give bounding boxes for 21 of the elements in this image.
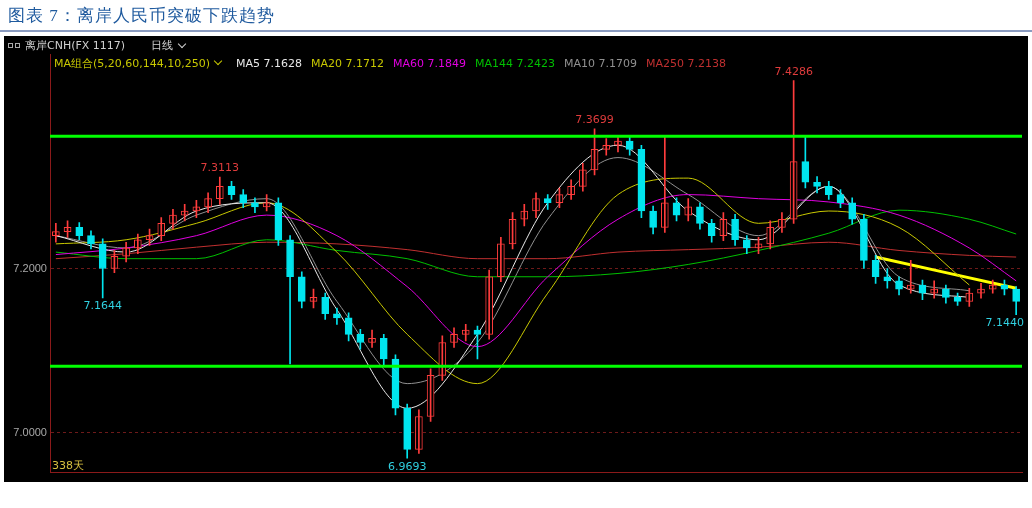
text: 日线 bbox=[151, 38, 174, 53]
annotation: MA组合(5,20,60,144,10,250) bbox=[54, 56, 222, 71]
annotation: 338天 bbox=[52, 458, 84, 472]
text: MA5 7.1628 bbox=[236, 57, 303, 70]
text: 7.1440 bbox=[985, 315, 1025, 329]
text: 7.3699 bbox=[575, 113, 614, 127]
text: 7.4286 bbox=[774, 64, 813, 78]
text: 7.1644 bbox=[83, 299, 122, 313]
text: MA250 7.2138 bbox=[646, 57, 727, 70]
text: MA144 7.2423 bbox=[475, 57, 556, 70]
text: 7.3113 bbox=[200, 161, 240, 175]
chart-title: 图表 7：离岸人民币突破下跌趋势 bbox=[8, 5, 275, 27]
line-series bbox=[55, 241, 1017, 260]
text: MA10 7.1709 bbox=[564, 57, 638, 70]
text: MA60 7.1849 bbox=[393, 57, 467, 70]
text: MA20 7.1712 bbox=[311, 57, 385, 70]
line-series bbox=[55, 209, 1017, 278]
chart-subtitle: 离岸CNH(FX 1117) bbox=[25, 38, 126, 53]
y-tick-label: 7.0000 bbox=[13, 425, 47, 438]
y-tick-label: 7.2000 bbox=[13, 261, 47, 274]
text: 6.9693 bbox=[387, 459, 427, 473]
